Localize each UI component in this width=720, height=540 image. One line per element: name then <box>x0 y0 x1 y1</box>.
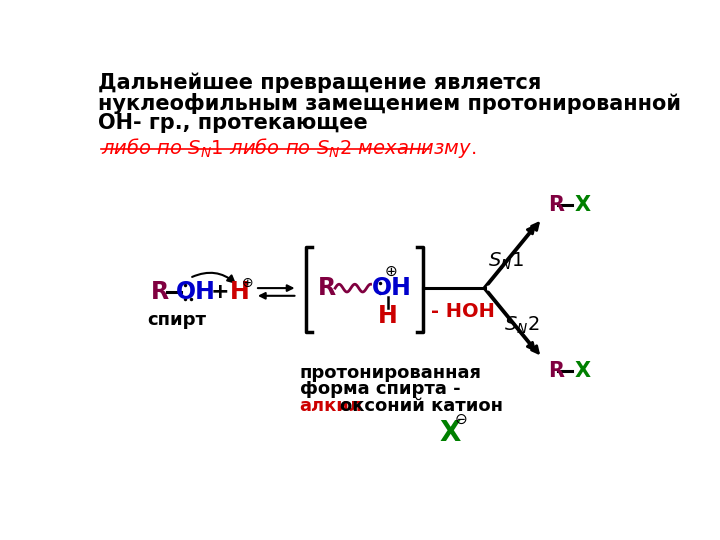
Text: $\mathbf{\mathit{S_N1}}$: $\mathbf{\mathit{S_N1}}$ <box>488 251 524 272</box>
Text: алкил: алкил <box>300 397 363 415</box>
Text: $\mathit{либо\ по\ S_{N}1\ либо\ по\ S_{N}2\ механизму.}$: $\mathit{либо\ по\ S_{N}1\ либо\ по\ S_{… <box>101 136 477 160</box>
Text: H: H <box>379 304 398 328</box>
Text: X: X <box>575 195 590 215</box>
Text: X: X <box>440 419 462 447</box>
Text: X: X <box>575 361 590 381</box>
Text: оксоний катион: оксоний катион <box>340 397 503 415</box>
Text: ⊕: ⊕ <box>241 276 253 289</box>
Text: форма спирта -: форма спирта - <box>300 381 460 399</box>
Text: +: + <box>211 282 230 302</box>
Text: протонированная: протонированная <box>300 363 482 382</box>
Text: $\mathbf{\mathit{S_N2}}$: $\mathbf{\mathit{S_N2}}$ <box>504 314 539 336</box>
Text: Дальнейшее превращение является: Дальнейшее превращение является <box>98 72 541 93</box>
Text: R: R <box>318 276 336 300</box>
Text: OH: OH <box>176 280 216 304</box>
Text: ОН- гр., протекающее: ОН- гр., протекающее <box>98 112 368 132</box>
Text: ⊕: ⊕ <box>384 264 397 279</box>
Text: H: H <box>230 280 250 304</box>
Text: OH: OH <box>372 276 412 300</box>
Text: ⊖: ⊖ <box>455 411 468 427</box>
Text: R: R <box>548 195 564 215</box>
Text: спирт: спирт <box>147 311 206 329</box>
Text: R: R <box>150 280 168 304</box>
Text: R: R <box>548 361 564 381</box>
Text: нуклеофильным замещением протонированной: нуклеофильным замещением протонированной <box>98 92 681 113</box>
Text: - HOH: - HOH <box>431 302 495 321</box>
